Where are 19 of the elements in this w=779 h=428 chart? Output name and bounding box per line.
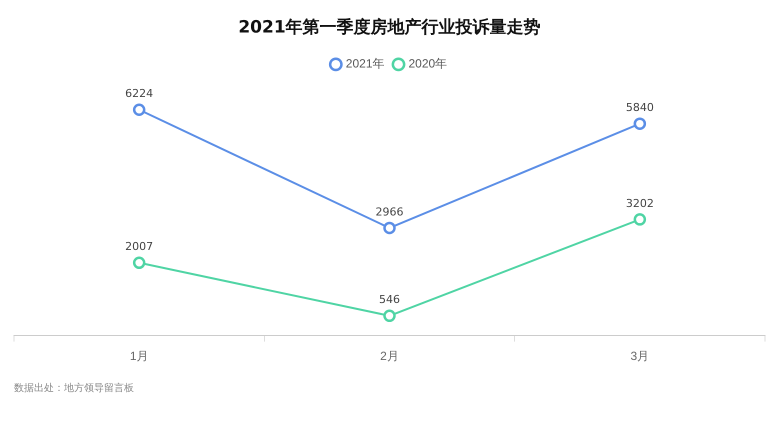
legend-label: 2020年 — [408, 56, 448, 71]
point — [383, 222, 396, 234]
point — [132, 104, 146, 116]
chart-title: 2021年第一季度房地产行业投诉量走势 — [238, 18, 541, 38]
point — [383, 310, 396, 322]
data-label: 3202 — [626, 196, 654, 210]
text: 数据出处：地方领导留言板 — [14, 382, 134, 396]
data-label: 5840 — [626, 101, 654, 114]
data-label: 546 — [379, 293, 400, 306]
data-label: 2966 — [376, 205, 404, 218]
point — [634, 117, 646, 130]
x-tick-label: 2月 — [380, 349, 399, 364]
data-label: 2007 — [125, 240, 154, 254]
x-tick-label: 3月 — [630, 349, 650, 364]
point — [634, 213, 646, 226]
x-tick-label: 1月 — [130, 349, 149, 364]
point — [132, 256, 146, 270]
data-label: 6224 — [125, 87, 154, 100]
legend-label: 2021年 — [346, 56, 385, 71]
